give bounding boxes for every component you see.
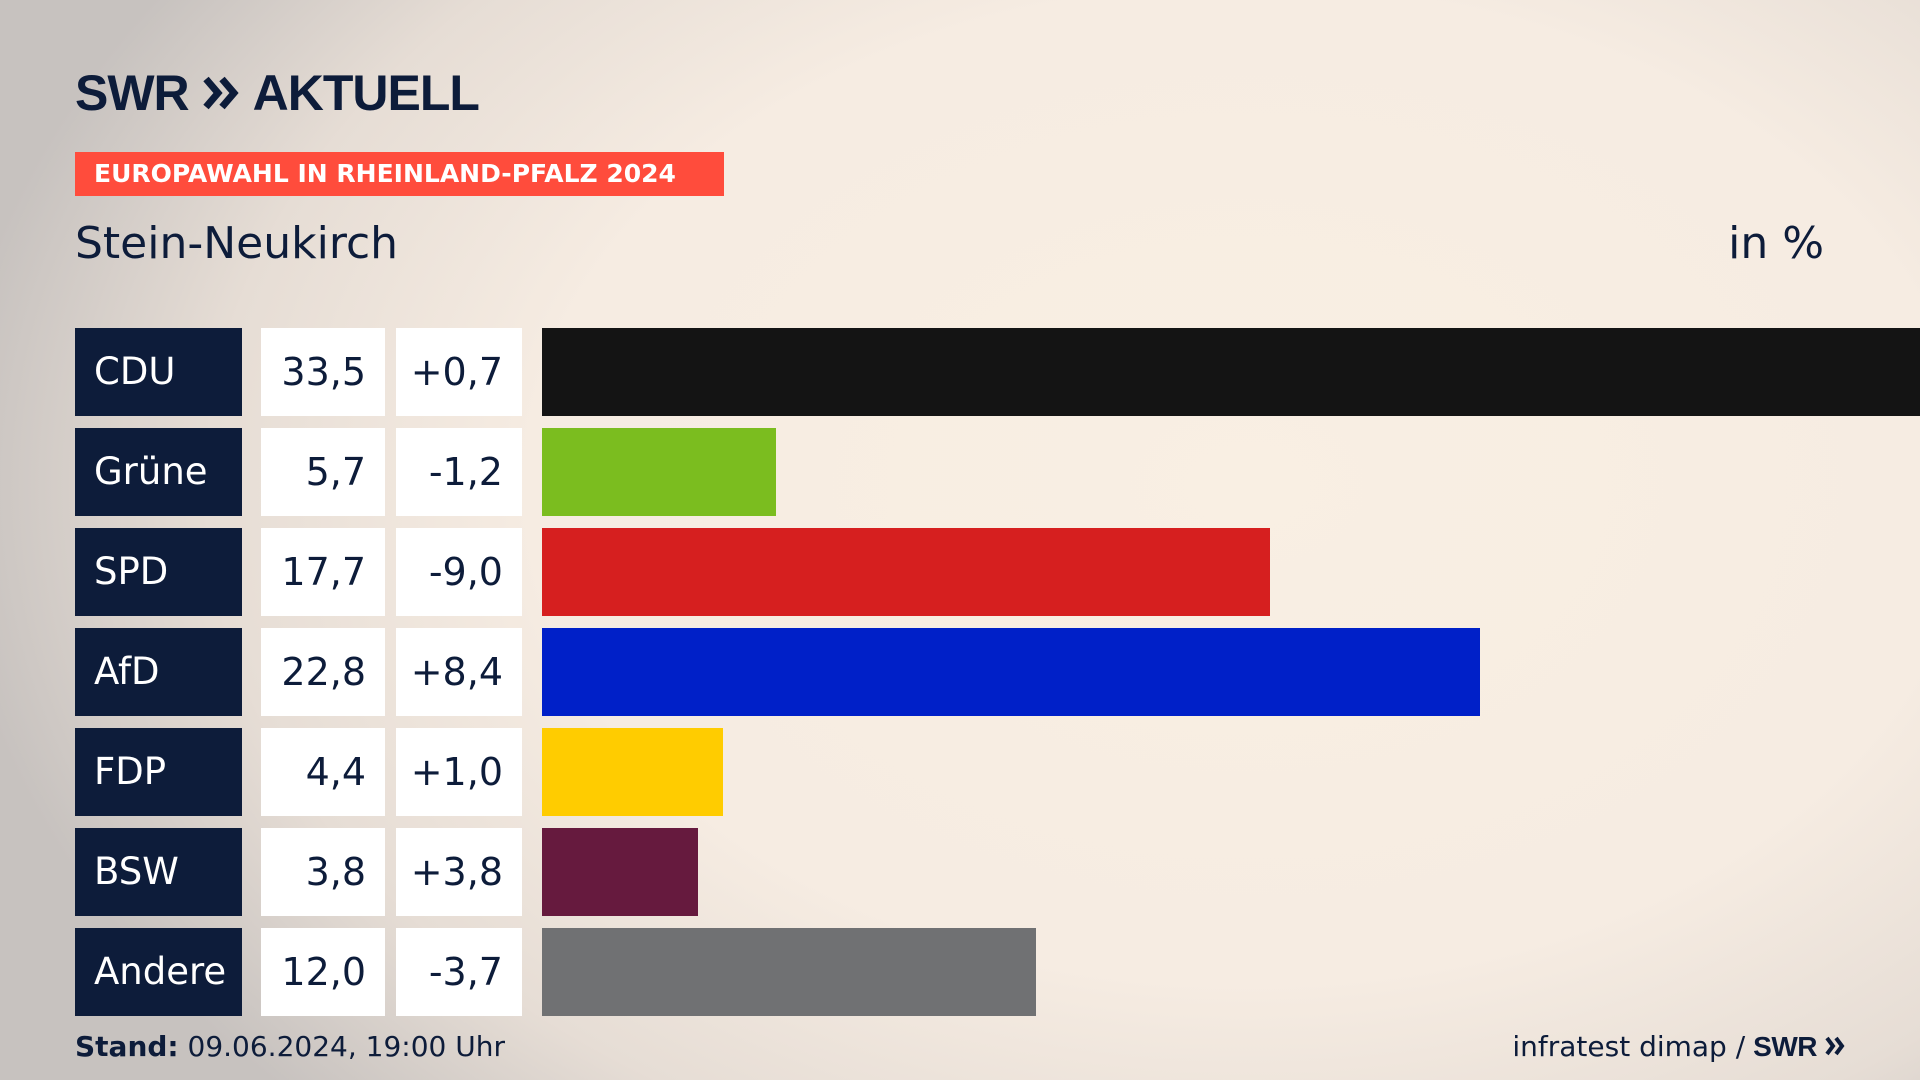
change-label: +8,4 xyxy=(396,628,522,716)
change-label: +0,7 xyxy=(396,328,522,416)
bar xyxy=(542,728,723,816)
party-label: BSW xyxy=(75,828,242,916)
double-chevron-icon xyxy=(202,76,239,110)
party-label: CDU xyxy=(75,328,242,416)
vote-share-label: 17,7 xyxy=(261,528,385,616)
bar xyxy=(542,428,776,516)
bar xyxy=(542,828,698,916)
source-brand: SWR xyxy=(1753,1030,1817,1062)
vote-share-label: 22,8 xyxy=(261,628,385,716)
party-label: Andere xyxy=(75,928,242,1016)
vote-share-label: 5,7 xyxy=(261,428,385,516)
source-credit: infratest dimap / SWR xyxy=(1512,1030,1845,1063)
change-label: +1,0 xyxy=(396,728,522,816)
change-label: -1,2 xyxy=(396,428,522,516)
bar xyxy=(542,328,1920,416)
vote-share-label: 33,5 xyxy=(261,328,385,416)
brand-swr: SWR xyxy=(75,65,190,121)
vote-share-label: 4,4 xyxy=(261,728,385,816)
vote-share-label: 3,8 xyxy=(261,828,385,916)
stand-value: 09.06.2024, 19:00 Uhr xyxy=(178,1030,505,1063)
election-ribbon: EUROPAWAHL IN RHEINLAND-PFALZ 2024 xyxy=(75,152,724,196)
double-chevron-small-icon xyxy=(1825,1030,1845,1063)
unit-label: in % xyxy=(1728,218,1824,269)
brand-aktuell: AKTUELL xyxy=(252,65,480,121)
party-label: SPD xyxy=(75,528,242,616)
source-text: infratest dimap / xyxy=(1512,1030,1746,1063)
swr-aktuell-logo: SWR AKTUELL xyxy=(75,65,480,121)
party-label: AfD xyxy=(75,628,242,716)
timestamp: Stand: 09.06.2024, 19:00 Uhr xyxy=(75,1030,505,1063)
party-label: FDP xyxy=(75,728,242,816)
stand-label: Stand: xyxy=(75,1030,179,1063)
bar xyxy=(542,528,1270,616)
bar xyxy=(542,628,1480,716)
vote-share-label: 12,0 xyxy=(261,928,385,1016)
chart-subtitle: Stein-Neukirch xyxy=(75,218,399,269)
party-label: Grüne xyxy=(75,428,242,516)
bar xyxy=(542,928,1036,1016)
change-label: -3,7 xyxy=(396,928,522,1016)
change-label: +3,8 xyxy=(396,828,522,916)
change-label: -9,0 xyxy=(396,528,522,616)
